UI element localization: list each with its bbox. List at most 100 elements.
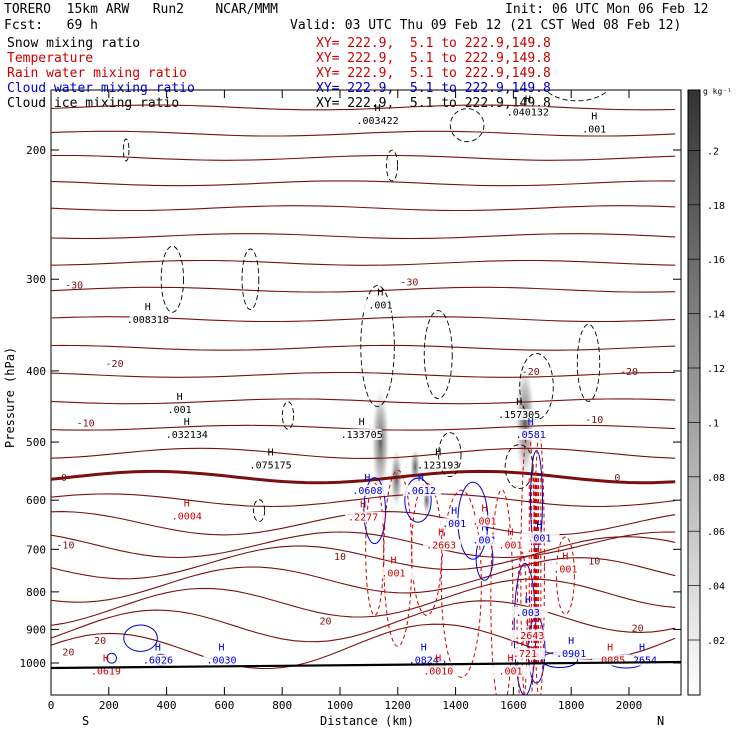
colorbar-tick-label: .16 [707,255,725,266]
x-tick-label: 1000 [327,699,354,712]
maximum-label-bg [623,654,662,666]
ice-contour [576,323,601,402]
cloud-water-contour [363,477,386,545]
maximum-marker: H [451,506,457,517]
field-label-temperature: Temperature [7,51,94,66]
maximum-marker: H [481,504,487,515]
maximum-label-bg [501,408,540,420]
maximum-value-label: .6026 [143,656,173,667]
maximum-value-label: .040132 [507,107,549,118]
isotherm-label: 10 [588,556,600,567]
x-tick-label: 800 [272,699,292,712]
y-tick-label: 200 [26,144,46,157]
maximum-marker: H [218,643,224,654]
maximum-value-label: .0824 [409,656,439,667]
maximum-value-label: .003422 [356,116,398,127]
maximum-marker: H [145,302,151,313]
maximum-marker: H [184,499,190,510]
isotherm-label: 20 [320,616,332,627]
isotherm [51,286,676,293]
x-tick-label: 1200 [385,699,412,712]
maximum-marker: H [639,643,645,654]
maximum-marker: H [184,417,190,428]
isotherm [51,10,675,15]
maximum-label-bg [87,665,126,677]
x-tick-label: 1600 [500,699,527,712]
maximum-marker: H [418,473,424,484]
maximum-value-label: .075175 [250,461,292,472]
maximum-value-label: .2277 [348,513,378,524]
maximum-label-bg [492,665,531,677]
maximum-value-label: .001 [381,569,405,580]
maximum-label-bg [506,648,545,660]
isotherm [51,447,676,459]
y-axis-title: Pressure (hPa) [3,347,17,448]
isotherm-label: 20 [632,624,644,635]
maximum-marker: H [607,643,613,654]
ice-contour [544,90,609,102]
maximum-label-bg [375,567,414,579]
field-label-cloud-water: Cloud water mixing ratio [7,81,195,96]
x-axis-title: Distance (km) [320,714,414,728]
isotherm [51,344,676,351]
x-tick-label: 600 [214,699,234,712]
colorbar-tick-label: .18 [707,201,725,212]
field-label-rain: Rain water mixing ratio [7,66,188,81]
maximum-marker: H [359,417,365,428]
maximum-label-bg [161,404,200,416]
header-valid: Valid: 03 UTC Thu 09 Feb 12 (21 CST Wed … [290,18,682,33]
surface-line [50,660,682,670]
isotherm [51,180,676,187]
maximum-marker: H [177,392,183,403]
maximum-value-label: .001 [582,125,606,136]
isotherm [51,77,675,82]
maximum-label-bg [359,115,398,127]
maximum-value-label: .123193 [417,461,459,472]
isotherm-label: 20 [94,636,106,647]
cloud-water-contour [404,477,432,523]
cloud-water-contour [106,652,117,664]
ice-contour [160,245,185,313]
isotherm-label: -20 [522,367,540,378]
maximum-value-label: .2654 [627,656,657,667]
maximum-value-label: .001 [498,667,522,678]
colorbar [687,89,701,696]
maximum-value-label: .133705 [341,430,383,441]
maximum-label-bg [139,654,178,666]
maximum-value-label: .003 [516,608,540,619]
maximum-marker: H [438,527,444,538]
isotherm-label: -20 [106,359,124,370]
maximum-value-label: .0010 [423,667,453,678]
y-tick-label: 500 [26,436,46,449]
ice-contour [449,108,485,143]
isotherm-label: -30 [65,281,83,292]
maximum-value-label: .0581 [516,430,546,441]
y-tick-label: 300 [26,273,46,286]
ice-contour [122,138,130,162]
colorbar-unit: g kg⁻¹ [703,87,732,96]
maximum-value-label: .0612 [406,486,436,497]
maximum-label-bg [521,532,560,544]
x-tick-label: 200 [99,699,119,712]
maximum-value-label: .2663 [426,540,456,551]
y-tick-label: 900 [26,623,46,636]
maximum-marker: H [268,448,274,459]
isotherm-label: -30 [400,277,418,288]
plot-frame [50,89,682,696]
ice-contour [438,432,462,478]
colorbar-tick-label: .04 [707,582,725,593]
isotherm-label: -10 [56,541,74,552]
maximum-value-label: .001 [168,405,192,416]
field-xy-rain: XY= 222.9, 5.1 to 222.9,149.8 [316,66,551,81]
maximum-marker: H [155,643,161,654]
maximum-value-label: .001 [368,301,392,312]
colorbar-tick-label: .14 [707,310,725,321]
maximum-value-label: .032134 [166,430,208,441]
maximum-marker: H [507,527,513,538]
maximum-label-bg [492,539,531,551]
maximum-label-bg [168,510,207,522]
field-xy-snow: XY= 222.9, 5.1 to 222.9,149.8 [316,36,551,51]
maximum-marker: H [591,112,597,123]
colorbar-tick-label: .06 [707,527,725,538]
isotherm [51,531,676,559]
